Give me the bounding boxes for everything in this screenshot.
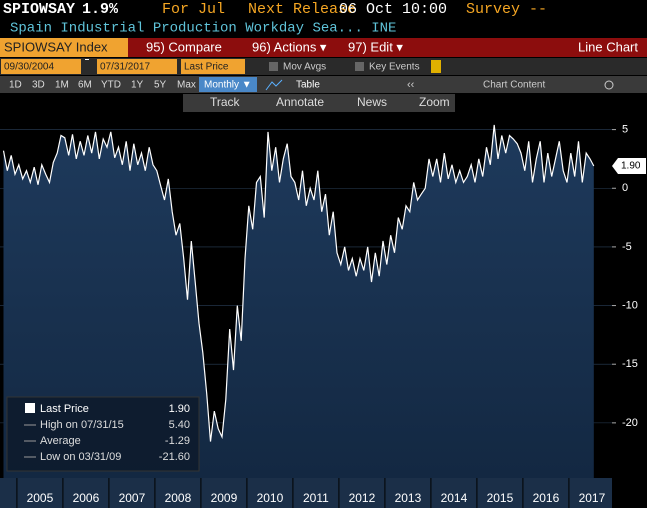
last-value: 1.9% — [82, 1, 119, 18]
tool-button[interactable]: Annotate — [276, 95, 324, 109]
range-button[interactable]: YTD — [101, 80, 121, 91]
dash — [85, 59, 89, 60]
range-button[interactable]: Max — [177, 80, 196, 91]
survey: Survey -- — [466, 1, 547, 18]
x-tick-label: 2012 — [349, 491, 376, 505]
ticker: SPIOWSAY — [3, 1, 75, 18]
y-tick-label: 5 — [622, 124, 628, 136]
frequency[interactable]: Monthly ▼ — [204, 80, 252, 91]
option[interactable]: Key Events — [369, 62, 420, 73]
legend-label: Last Price — [40, 403, 89, 415]
collapse[interactable]: ‹‹ — [407, 79, 415, 91]
y-tick-label: -20 — [622, 417, 638, 429]
legend-box — [6, 396, 200, 472]
y-tick-label: -10 — [622, 299, 638, 311]
line — [2, 124, 595, 442]
x-tick-label: 2006 — [73, 491, 100, 505]
field-box[interactable] — [181, 59, 245, 74]
x-tick-label: 2009 — [211, 491, 238, 505]
checkbox[interactable] — [269, 62, 278, 71]
security[interactable]: SPIOWSAY Index — [4, 39, 108, 54]
legend-label: Low on 03/31/09 — [40, 451, 121, 463]
option[interactable]: Mov Avgs — [283, 62, 326, 73]
info-icon[interactable] — [431, 60, 441, 73]
last-value-label: 1.90 — [621, 161, 641, 172]
legend-value: -21.60 — [159, 451, 190, 463]
x-tick-label: 2016 — [533, 491, 560, 505]
range-button[interactable]: 5Y — [154, 80, 167, 91]
legend-label: Average — [40, 435, 81, 447]
range-button[interactable]: 1M — [55, 80, 69, 91]
tool-bar — [183, 94, 455, 112]
x-tick-label: 2008 — [165, 491, 192, 505]
description: Spain Industrial Production Workday Sea.… — [10, 21, 396, 37]
range-button[interactable]: 1Y — [131, 80, 144, 91]
chart-type: Line Chart — [578, 39, 638, 54]
x-tick-label: 2007 — [119, 491, 146, 505]
period: For Jul — [162, 1, 225, 18]
tool-button[interactable]: News — [357, 95, 387, 109]
start-date[interactable]: 09/30/2004 — [4, 62, 54, 73]
x-tick-label: 2013 — [395, 491, 422, 505]
legend-value: 5.40 — [169, 419, 190, 431]
range-button[interactable]: 1D — [9, 80, 22, 91]
menu-item[interactable]: 96) Actions ▾ — [252, 39, 327, 54]
area — [3, 124, 594, 479]
field[interactable]: Last Price — [184, 62, 229, 73]
security-box[interactable] — [0, 38, 128, 57]
x-tick-label: 2010 — [257, 491, 284, 505]
release-date: 06 Oct 10:00 — [339, 1, 447, 18]
start-box[interactable] — [1, 59, 81, 74]
legend-label: High on 07/31/15 — [40, 419, 124, 431]
end-date[interactable]: 07/31/2017 — [100, 62, 150, 73]
tool-button[interactable]: Track — [210, 95, 241, 109]
tool-button[interactable]: Zoom — [419, 95, 450, 109]
line-icon[interactable] — [265, 79, 283, 91]
y-tick-label: -15 — [622, 358, 638, 370]
settings-icon[interactable] — [604, 80, 614, 90]
end-box[interactable] — [97, 59, 177, 74]
last-value-flag — [612, 157, 646, 174]
x-tick-label: 2015 — [487, 491, 514, 505]
range-button[interactable]: 3D — [32, 80, 45, 91]
legend-value: 1.90 — [169, 403, 190, 415]
legend-swatch — [25, 403, 35, 413]
range-button[interactable]: 6M — [78, 80, 92, 91]
checkbox[interactable] — [355, 62, 364, 71]
x-axis-band — [0, 478, 612, 508]
x-tick-label: 2011 — [303, 491, 329, 505]
y-tick-label: 0 — [622, 182, 628, 194]
menu-item[interactable]: 95) Compare — [146, 39, 222, 54]
legend-value: -1.29 — [165, 435, 190, 447]
release-label: Next Release — [248, 1, 356, 18]
frequency-box[interactable] — [199, 77, 257, 92]
x-tick-label: 2014 — [441, 491, 468, 505]
menu-item[interactable]: 97) Edit ▾ — [348, 39, 403, 54]
menu-bar — [0, 38, 647, 57]
chart-content[interactable]: Chart Content — [483, 80, 545, 91]
range-bar — [0, 76, 647, 93]
x-tick-label: 2005 — [27, 491, 54, 505]
y-tick-label: -5 — [622, 241, 632, 253]
x-tick-label: 2017 — [579, 491, 606, 505]
table-button[interactable]: Table — [296, 80, 320, 91]
